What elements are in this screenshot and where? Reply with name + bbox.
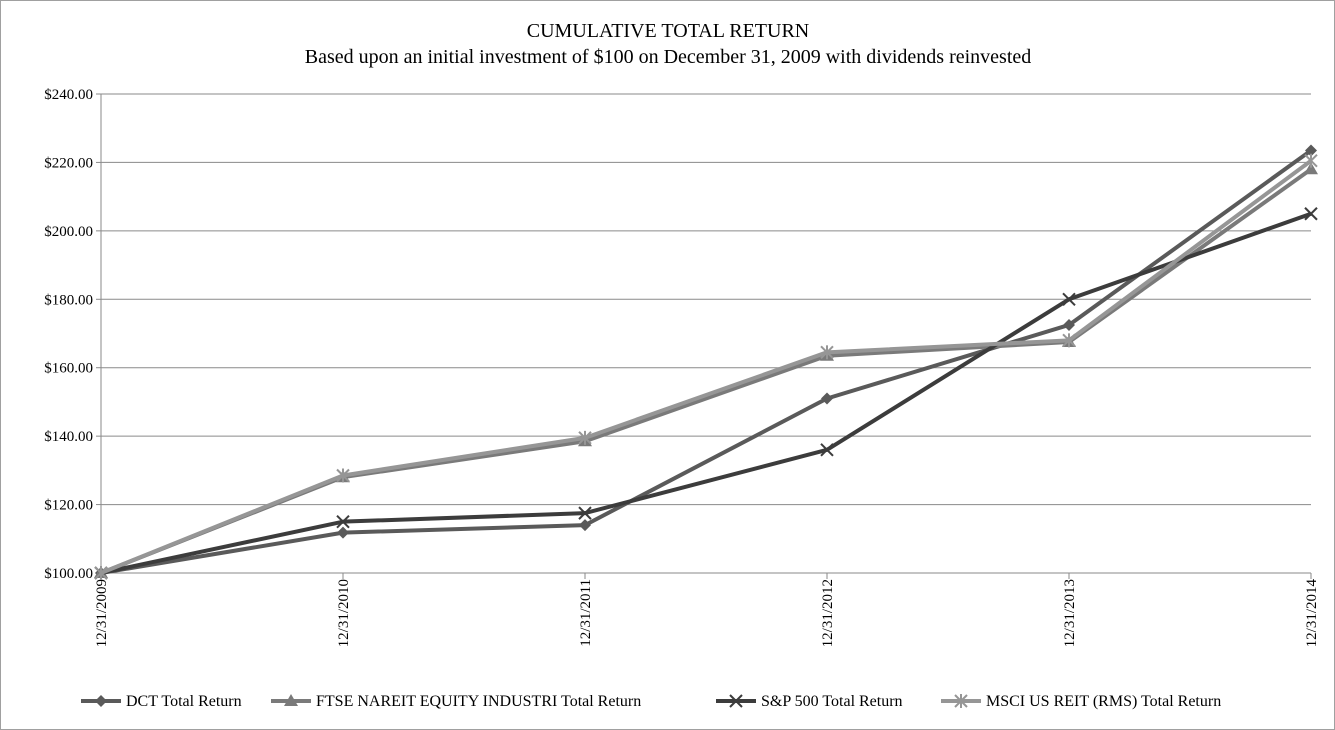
marker-star: [954, 694, 968, 708]
gridlines: [101, 93, 1311, 574]
chart-title: CUMULATIVE TOTAL RETURN: [527, 20, 809, 42]
x-tick-label: 12/31/2014: [1304, 579, 1320, 648]
series-1: [94, 162, 1318, 578]
legend-label: FTSE NAREIT EQUITY INDUSTRI Total Return: [316, 693, 641, 710]
marker-diamond: [579, 519, 591, 532]
y-tick-label: $120.00: [44, 498, 93, 514]
marker-x-stroke: [1062, 292, 1076, 306]
series-3: [94, 153, 1318, 580]
series-line: [100, 159, 1313, 575]
marker-diamond: [95, 695, 107, 707]
marker-x-stroke: [820, 443, 834, 457]
y-tick-label: $240.00: [44, 87, 93, 103]
marker-x-stroke: [336, 514, 350, 529]
marker-x-stroke: [578, 506, 592, 520]
marker-x-stroke: [729, 694, 743, 708]
legend-label: S&P 500 Total Return: [761, 693, 903, 710]
legend: DCT Total Return FTSE NAREIT EQUITY INDUS…: [81, 693, 1221, 710]
marker-x: [820, 443, 834, 457]
series-line: [100, 167, 1313, 575]
chart-subtitle: Based upon an initial investment of $100…: [305, 46, 1032, 68]
y-tick-label: $140.00: [44, 429, 93, 445]
marker-diamond: [337, 526, 349, 539]
legend-item-1: FTSE NAREIT EQUITY INDUSTRI Total Return: [271, 693, 641, 710]
marker-diamond: [1063, 318, 1075, 331]
marker-triangle: [284, 694, 298, 706]
marker-diamond: [821, 392, 833, 405]
marker-x: [336, 514, 350, 529]
series-0: [95, 144, 1317, 579]
y-tick-label: $200.00: [44, 224, 93, 240]
marker-triangle: [1304, 162, 1318, 175]
x-axis-ticks: 12/31/2009 12/31/2010 12/31/2011 12/31/2012…: [94, 573, 1320, 647]
marker-star: [820, 345, 834, 360]
legend-item-0: DCT Total Return: [81, 693, 242, 710]
marker-star: [578, 430, 592, 445]
series-lines: [94, 144, 1318, 580]
marker-star: [94, 566, 108, 580]
y-tick-label: $180.00: [44, 292, 93, 308]
marker-x: [1304, 207, 1318, 221]
x-tick-label: 12/31/2011: [578, 579, 594, 647]
legend-item-2: S&P 500 Total Return: [716, 693, 903, 710]
marker-x-stroke: [1304, 207, 1318, 221]
legend-item-3: MSCI US REIT (RMS) Total Return: [941, 693, 1221, 710]
y-tick-label: $160.00: [44, 361, 93, 377]
marker-x: [729, 694, 743, 708]
x-tick-label: 12/31/2012: [820, 579, 836, 647]
y-tick-label: $220.00: [44, 155, 93, 171]
marker-star: [1304, 153, 1318, 168]
series-line: [100, 148, 1313, 575]
marker-x: [578, 506, 592, 520]
marker-star: [1062, 333, 1076, 348]
marker-star: [336, 468, 350, 483]
axes: [100, 94, 1311, 574]
legend-label: DCT Total Return: [126, 693, 242, 710]
marker-x: [1062, 292, 1076, 306]
x-tick-label: 12/31/2009: [94, 579, 110, 647]
y-axis-ticks: $100.00 $120.00 $140.00 $160.00 $180.00 $200.…: [44, 87, 101, 582]
x-tick-label: 12/31/2013: [1062, 579, 1078, 647]
marker-diamond: [1305, 144, 1317, 157]
x-tick-label: 12/31/2010: [336, 579, 352, 647]
y-tick-label: $100.00: [44, 566, 93, 582]
legend-label: MSCI US REIT (RMS) Total Return: [986, 693, 1221, 710]
series-line: [100, 211, 1312, 575]
